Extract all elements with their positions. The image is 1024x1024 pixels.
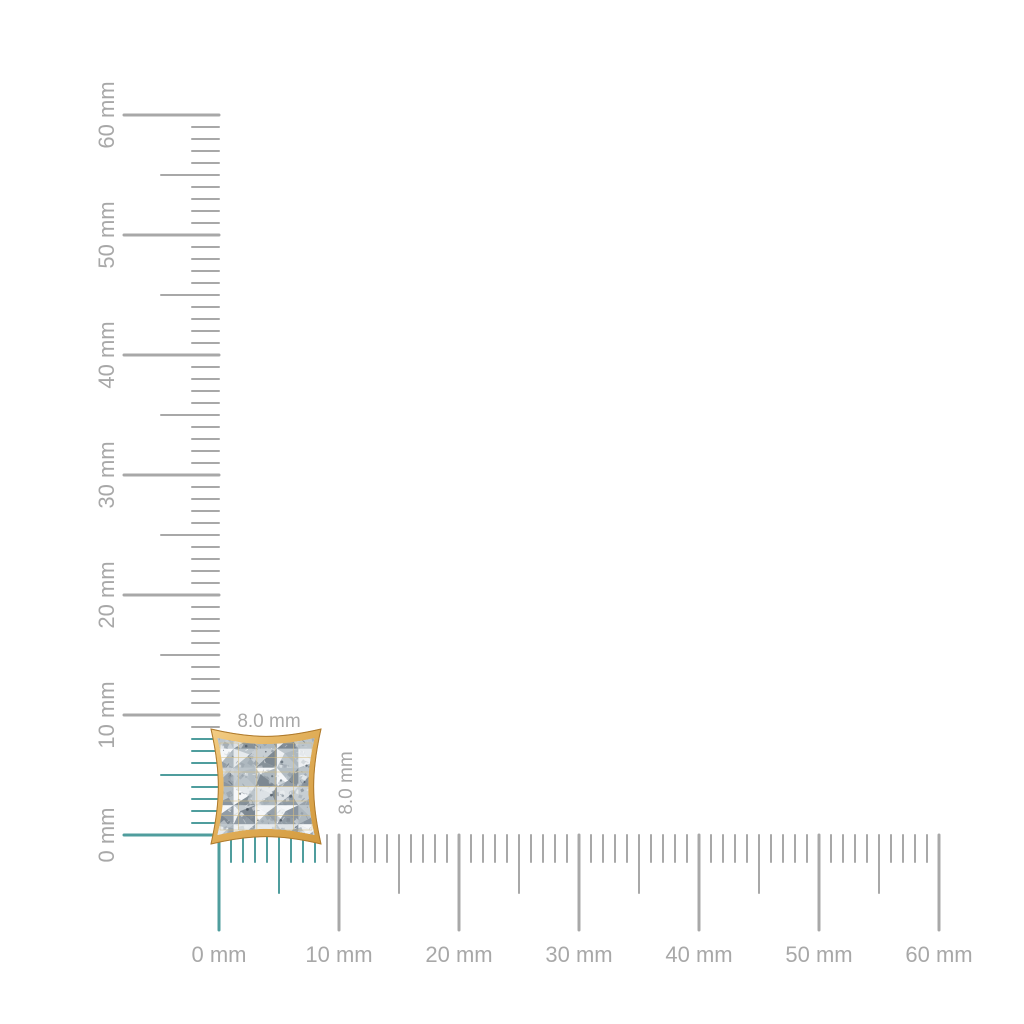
svg-text:50 mm: 50 mm bbox=[94, 201, 119, 268]
svg-text:10 mm: 10 mm bbox=[94, 681, 119, 748]
svg-text:10 mm: 10 mm bbox=[305, 942, 372, 967]
svg-text:50 mm: 50 mm bbox=[785, 942, 852, 967]
svg-text:20 mm: 20 mm bbox=[94, 561, 119, 628]
svg-text:0 mm: 0 mm bbox=[94, 808, 119, 863]
svg-text:60 mm: 60 mm bbox=[94, 81, 119, 148]
svg-text:40 mm: 40 mm bbox=[665, 942, 732, 967]
svg-text:0 mm: 0 mm bbox=[192, 942, 247, 967]
svg-text:30 mm: 30 mm bbox=[94, 441, 119, 508]
svg-text:8.0 mm: 8.0 mm bbox=[336, 751, 357, 814]
svg-text:40 mm: 40 mm bbox=[94, 321, 119, 388]
svg-text:8.0 mm: 8.0 mm bbox=[237, 711, 300, 732]
svg-text:60 mm: 60 mm bbox=[905, 942, 972, 967]
svg-text:30 mm: 30 mm bbox=[545, 942, 612, 967]
svg-text:20 mm: 20 mm bbox=[425, 942, 492, 967]
